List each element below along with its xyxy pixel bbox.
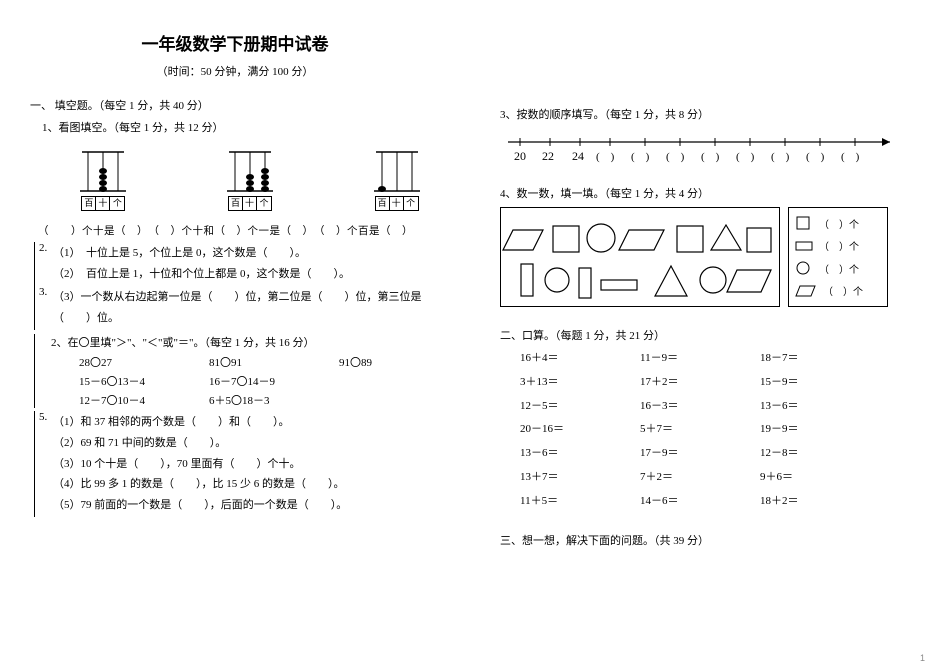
q3-heading: 3、按数的顺序填写。（每空 1 分，共 8 分） [500,106,910,122]
abacus-place: 个 [257,197,271,210]
legend-circle: （ ）个 [819,261,859,276]
number-line: 20 22 24 ( ) ( ) ( ) ( ) ( ) ( ) ( ) ( ) [500,130,910,173]
num-2: 2. [39,242,53,286]
q2-l3: （3）一个数从右边起第一位是（ ）位，第二位是（ ）位，第三位是 [53,289,470,307]
q5-l2: （2）69 和 71 中间的数是（ ）。 [53,435,470,453]
shapes-box [500,207,780,307]
legend-para: （ ）个 [823,283,863,298]
svg-text:( ): ( ) [666,151,685,163]
svg-text:( ): ( ) [771,151,790,163]
svg-text:( ): ( ) [841,151,860,163]
q2-l3b: （ ）位。 [53,310,470,328]
q5-l5: （5）79 前面的一个数是（ ），后面的一个数是（ ）。 [53,497,470,515]
parallelogram-icon [795,284,817,298]
square-icon [795,216,813,230]
abacus-3: 百 十 个 [372,147,422,211]
q2-l2: （2） 百位上是 1，十位和个位上都是 0，这个数是（ ）。 [53,266,470,284]
q2-l1: （1） 十位上是 5，个位上是 0，这个数是（ ）。 [53,245,470,263]
abacus-place: 十 [390,197,404,210]
svg-text:( ): ( ) [596,151,615,163]
page-number: 1 [920,653,925,663]
svg-text:( ): ( ) [701,151,720,163]
page-subtitle: （时间：50 分钟，满分 100 分） [0,63,470,79]
compare-row-1: 28〇27 81〇91 91〇89 [79,354,470,370]
abacus-place: 百 [229,197,243,210]
q1-heading: 1、看图填空。（每空 1 分，共 12 分） [42,119,470,135]
svg-text:( ): ( ) [736,151,755,163]
abacus-row: 百 十 个 [30,147,470,211]
abacus-place: 个 [404,197,418,210]
abacus-2: 百 十 个 [225,147,275,211]
num-5: 5. [39,411,53,517]
svg-text:( ): ( ) [806,151,825,163]
legend-square: （ ）个 [819,216,859,231]
svg-text:22: 22 [542,149,554,163]
q4-heading: 4、数一数，填一填。（每空 1 分，共 4 分） [500,185,910,201]
abacus-place: 个 [110,197,124,210]
section1-heading: 一、 填空题。（每空 1 分，共 40 分） [30,97,470,113]
svg-text:24: 24 [572,149,584,163]
abacus-place: 百 [376,197,390,210]
abacus-place: 十 [96,197,110,210]
num-3: 3. [39,286,53,330]
q5-l4: （4）比 99 多 1 的数是（ ），比 15 少 6 的数是（ ）。 [53,476,470,494]
abacus-place: 百 [82,197,96,210]
abacus-place: 十 [243,197,257,210]
shapes-svg [501,208,781,308]
q5-l1: （1）和 37 相邻的两个数是（ ）和（ ）。 [53,414,470,432]
q1-fill-line: （ ）个十是（ ） （ ）个十和（ ）个一是（ ） （ ）个百是（ ） [38,223,470,238]
rect-icon [795,239,813,253]
compare-row-3: 12－7〇10－4 6＋5〇18－3 [79,392,470,408]
calc-grid: 16＋4＝11－9＝18－7＝ 3＋13＝17＋2＝15－9＝ 12－5＝16－… [520,349,910,512]
abacus-icon [372,147,422,195]
abacus-1: 百 十 个 [78,147,128,211]
svg-text:( ): ( ) [631,151,650,163]
section3-heading: 三、想一想，解决下面的问题。（共 39 分） [500,532,910,548]
page-title: 一年级数学下册期中试卷 [0,30,470,55]
shapes-legend: （ ）个 （ ）个 （ ）个 （ ）个 [788,207,888,307]
q2b-heading: 2、在〇里填"＞"、"＜"或"＝"。（每空 1 分，共 16 分） [51,334,470,350]
compare-row-2: 15－6〇13－4 16－7〇14－9 [79,373,470,389]
section2-heading: 二、口算。（每题 1 分，共 21 分） [500,327,910,343]
legend-rect: （ ）个 [819,238,859,253]
abacus-icon [225,147,275,195]
abacus-icon [78,147,128,195]
circle-icon [795,261,813,275]
q5-l3: （3）10 个十是（ ），70 里面有（ ）个十。 [53,456,470,474]
svg-text:20: 20 [514,149,526,163]
